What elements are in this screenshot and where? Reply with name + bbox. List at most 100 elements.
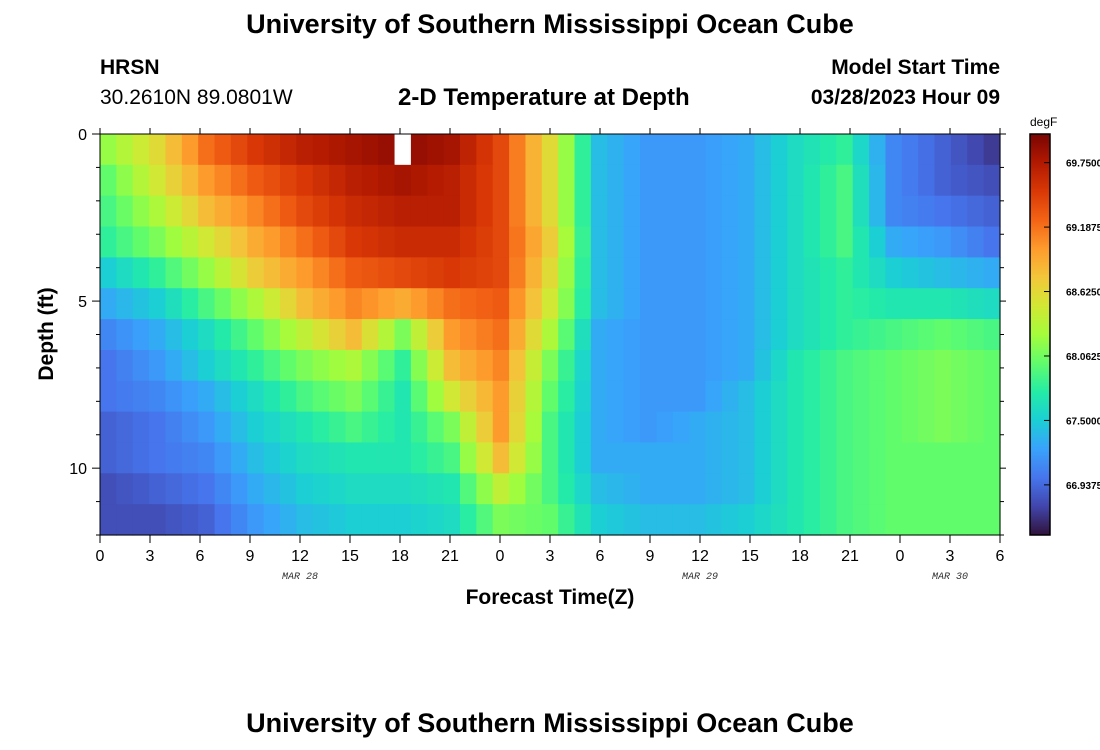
heatmap-cell: [705, 473, 723, 505]
heatmap-cell: [509, 257, 527, 289]
heatmap-cell: [427, 288, 445, 320]
heatmap-cell: [361, 226, 379, 258]
heatmap-cell: [525, 226, 543, 258]
heatmap-cell: [820, 257, 837, 289]
heatmap-cell: [672, 257, 690, 289]
heatmap-cell: [852, 473, 870, 505]
heatmap-cell: [738, 411, 756, 444]
heatmap-cell: [770, 164, 788, 197]
heatmap-cell: [116, 319, 134, 351]
heatmap-cell: [787, 134, 805, 166]
heatmap-cell: [738, 226, 756, 258]
heatmap-cell: [394, 164, 412, 197]
heatmap-cell: [689, 411, 707, 444]
heatmap-cell: [689, 195, 707, 228]
heatmap-cell: [247, 257, 265, 289]
heatmap-cell: [165, 195, 183, 228]
heatmap-cell: [607, 504, 625, 536]
heatmap-cell: [296, 164, 314, 197]
heatmap-cell: [950, 473, 968, 505]
heatmap-cell: [394, 226, 412, 258]
heatmap-cell: [869, 411, 887, 444]
heatmap-cell: [754, 473, 772, 505]
heatmap-cell: [378, 319, 396, 351]
heatmap-cell: [934, 411, 952, 444]
heatmap-cell: [705, 226, 723, 258]
heatmap-cell: [165, 442, 183, 474]
x-tick-label: 9: [246, 548, 255, 565]
heatmap-cell: [738, 195, 756, 228]
heatmap-cell: [525, 319, 543, 351]
heatmap-cell: [165, 134, 183, 166]
heatmap-cell: [345, 226, 363, 258]
heatmap-cell: [132, 504, 150, 536]
heatmap-cell: [967, 257, 985, 289]
heatmap-cell: [247, 380, 265, 413]
heatmap-cell: [950, 226, 968, 258]
x-tick-label: 3: [946, 548, 955, 565]
heatmap-cell: [836, 134, 854, 166]
heatmap-cell: [492, 134, 510, 166]
heatmap-cell: [607, 319, 625, 351]
heatmap-cell: [214, 257, 232, 289]
heatmap-cell: [509, 349, 527, 382]
heatmap-cell: [656, 288, 674, 320]
heatmap-cell: [689, 380, 707, 413]
heatmap-cell: [263, 442, 281, 474]
heatmap-cell: [754, 164, 772, 197]
heatmap-cell: [247, 195, 265, 228]
heatmap-cell: [443, 195, 461, 228]
heatmap-cell: [820, 226, 837, 258]
heatmap-cell: [623, 288, 641, 320]
heatmap-cell: [983, 319, 1001, 351]
heatmap-cell: [427, 349, 445, 382]
heatmap-cell: [950, 319, 968, 351]
heatmap-cell: [983, 288, 1001, 320]
heatmap-cell: [378, 288, 396, 320]
heatmap-cell: [476, 319, 494, 351]
heatmap-cell: [787, 226, 805, 258]
heatmap-cell: [345, 257, 363, 289]
heatmap-cell: [296, 226, 314, 258]
heatmap-cell: [132, 319, 150, 351]
heatmap-cell: [541, 134, 559, 166]
heatmap-cell: [296, 319, 314, 351]
heatmap-cell: [738, 257, 756, 289]
heatmap-cell: [967, 473, 985, 505]
station-id: HRSN: [100, 56, 160, 79]
heatmap-cell: [967, 134, 985, 166]
heatmap-cells: [100, 134, 1001, 536]
heatmap-cell: [590, 257, 608, 289]
heatmap-cell: [181, 442, 199, 474]
heatmap-cell: [607, 195, 625, 228]
heatmap-cell: [852, 411, 870, 444]
heatmap-cell: [509, 195, 527, 228]
heatmap-cell: [460, 442, 477, 474]
heatmap-cell: [443, 226, 461, 258]
heatmap-cell: [721, 257, 739, 289]
missing-data-cell: [394, 134, 412, 166]
heatmap-cell: [329, 504, 347, 536]
heatmap-cell: [394, 195, 412, 228]
heatmap-cell: [885, 319, 903, 351]
heatmap-cell: [443, 164, 461, 197]
heatmap-cell: [181, 257, 199, 289]
heatmap-cell: [509, 319, 527, 351]
heatmap-cell: [934, 504, 952, 536]
heatmap-cell: [803, 134, 821, 166]
heatmap-cell: [983, 504, 1001, 536]
colorbar-gradient: [1029, 133, 1051, 536]
heatmap-cell: [918, 164, 936, 197]
heatmap-cell: [410, 226, 428, 258]
heatmap-cell: [132, 288, 150, 320]
heatmap-cell: [656, 504, 674, 536]
heatmap-cell: [738, 380, 756, 413]
heatmap-cell: [460, 257, 477, 289]
heatmap-cell: [640, 134, 657, 166]
heatmap-cell: [460, 411, 477, 444]
heatmap-cell: [558, 257, 576, 289]
heatmap-cell: [574, 164, 592, 197]
heatmap-cell: [721, 473, 739, 505]
heatmap-cell: [361, 504, 379, 536]
heatmap-cell: [901, 473, 919, 505]
